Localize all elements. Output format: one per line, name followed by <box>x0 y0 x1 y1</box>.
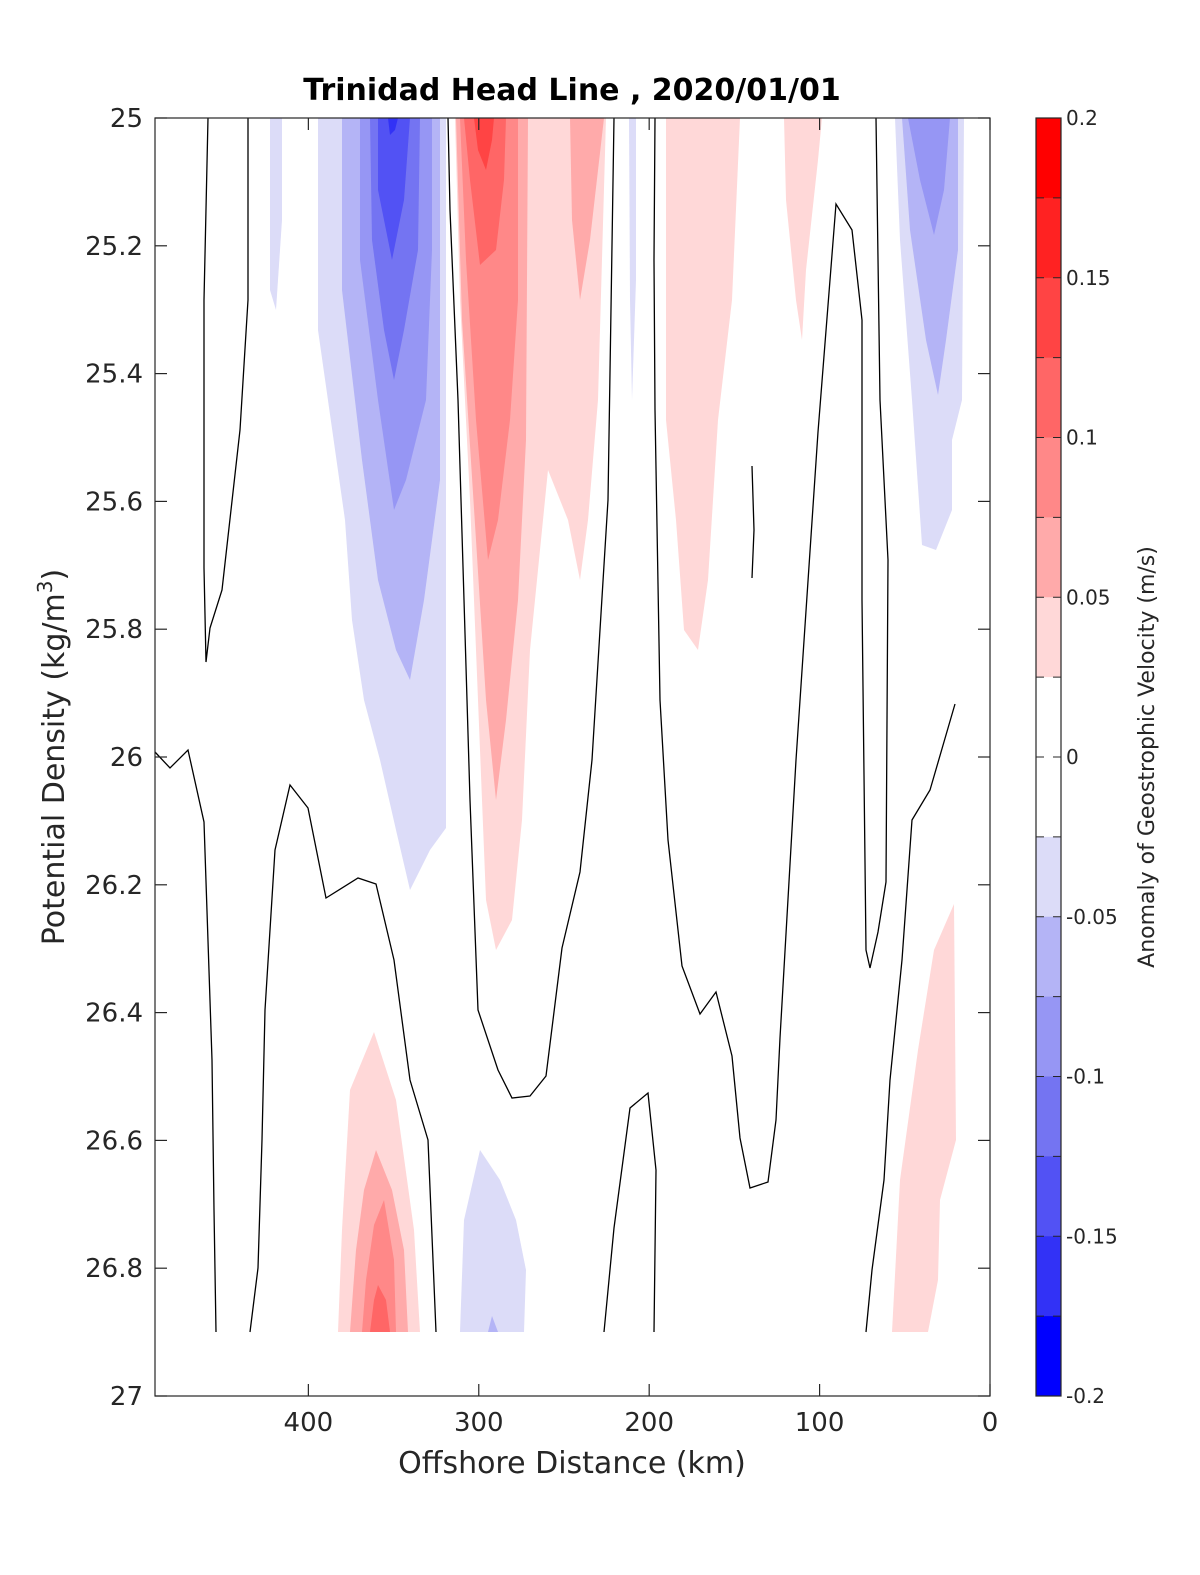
y-tick-label: 25.8 <box>85 615 143 645</box>
colorbar-tick-label: -0.1 <box>1066 1065 1105 1089</box>
x-tick-label: 300 <box>454 1408 504 1438</box>
y-tick-label: 25 <box>110 104 143 134</box>
colorbar-swatch <box>1036 118 1061 199</box>
colorbar-swatch <box>1036 277 1061 359</box>
y-tick-label: 26.4 <box>85 999 143 1029</box>
colorbar-swatch <box>1036 916 1061 998</box>
zero-contour-line-2 <box>155 748 217 1333</box>
contour-fill-blue-5 <box>378 118 410 260</box>
contour-fill-blue-11 <box>908 118 950 235</box>
y-axis-label-sup: 3 <box>33 580 57 593</box>
x-tick-label: 400 <box>284 1408 334 1438</box>
colorbar-tick-label: 0.05 <box>1066 585 1111 609</box>
zero-contour-line-5 <box>653 118 889 1189</box>
contour-fill-red-4 <box>464 118 506 265</box>
y-tick-label: 25.4 <box>85 360 143 390</box>
contour-fill-red-5 <box>474 118 494 170</box>
colorbar-tick-label: 0 <box>1066 745 1079 769</box>
y-axis-label-close: ) <box>37 569 72 581</box>
colorbar-label: Anomaly of Geostrophic Velocity (m/s) <box>1135 546 1160 968</box>
contour-fill-red-7 <box>666 118 740 650</box>
contour-fill-red-8 <box>784 118 822 340</box>
colorbar-swatch <box>1036 597 1061 678</box>
y-tick-label: 25.2 <box>85 232 143 262</box>
colorbar-swatch <box>1036 1316 1061 1397</box>
y-tick-label: 26.2 <box>85 871 143 901</box>
colorbar-swatch <box>1036 757 1061 838</box>
x-axis: 400 300 200 100 0 <box>284 118 999 1438</box>
y-tick-label: 27 <box>110 1382 143 1412</box>
y-axis-label: Potential Density (kg/m3) <box>33 569 72 945</box>
contour-fill-blue-6 <box>388 118 398 135</box>
y-axis: 25 25.2 25.4 25.6 25.8 26 26.2 26.4 26.6 26.8 27 <box>85 104 990 1412</box>
colorbar-tick-label: 0.2 <box>1066 106 1098 130</box>
colorbar-swatch <box>1036 1236 1061 1317</box>
colorbar: 0.2 0.15 0.1 0.05 0 -0.05 -0.1 -0.15 -0.2 <box>1035 106 1118 1408</box>
colorbar-tick-label: -0.2 <box>1066 1384 1105 1408</box>
colorbar-tick-label: 0.1 <box>1066 426 1098 450</box>
zero-contour-line-7 <box>865 703 956 1333</box>
colorbar-swatch <box>1036 517 1061 598</box>
colorbar-swatch <box>1036 677 1061 758</box>
contour-fill-blue-12 <box>460 1150 526 1332</box>
chart-title: Trinidad Head Line , 2020/01/01 <box>303 73 840 108</box>
colorbar-swatch <box>1036 836 1061 918</box>
colorbar-swatch <box>1036 1076 1061 1157</box>
colorbar-tick-label: -0.05 <box>1066 905 1118 929</box>
colorbar-swatch <box>1036 197 1061 279</box>
colorbar-tick-label: 0.15 <box>1066 266 1111 290</box>
contour-fills <box>270 118 964 1332</box>
x-tick-label: 200 <box>624 1408 674 1438</box>
colorbar-swatch <box>1036 996 1061 1077</box>
contour-fill-red-13 <box>892 904 956 1332</box>
contour-fill-red-6 <box>570 118 604 300</box>
y-tick-label: 26.8 <box>85 1254 143 1284</box>
zero-contour-line-6 <box>603 1091 657 1333</box>
zero-contour-line-3 <box>249 783 437 1333</box>
zero-contour-line-4 <box>447 118 615 1099</box>
colorbar-swatch <box>1036 1156 1061 1237</box>
y-tick-label: 26 <box>110 743 143 773</box>
y-tick-label: 26.6 <box>85 1126 143 1156</box>
contour-fill-red-11 <box>362 1200 396 1332</box>
y-tick-label: 25.6 <box>85 487 143 517</box>
x-tick-label: 100 <box>795 1408 845 1438</box>
contour-fill-blue-8 <box>629 118 636 400</box>
contour-fill-blue-7 <box>270 118 282 310</box>
contour-fill-red-12 <box>370 1285 390 1332</box>
colorbar-frame <box>1035 117 1062 1397</box>
zero-contour-line-8 <box>751 465 755 579</box>
zero-contour-line-1 <box>203 118 249 663</box>
colorbar-swatch <box>1036 437 1061 518</box>
colorbar-swatch <box>1036 357 1061 438</box>
x-axis-label: Offshore Distance (km) <box>398 1446 746 1481</box>
y-axis-label-main: Potential Density (kg/m <box>37 593 72 945</box>
zero-contours <box>155 118 956 1333</box>
contour-fill-red-3 <box>460 118 518 560</box>
contour-fill-blue-13 <box>488 1316 498 1332</box>
x-tick-label: 0 <box>982 1408 999 1438</box>
colorbar-tick-label: -0.15 <box>1066 1224 1118 1248</box>
